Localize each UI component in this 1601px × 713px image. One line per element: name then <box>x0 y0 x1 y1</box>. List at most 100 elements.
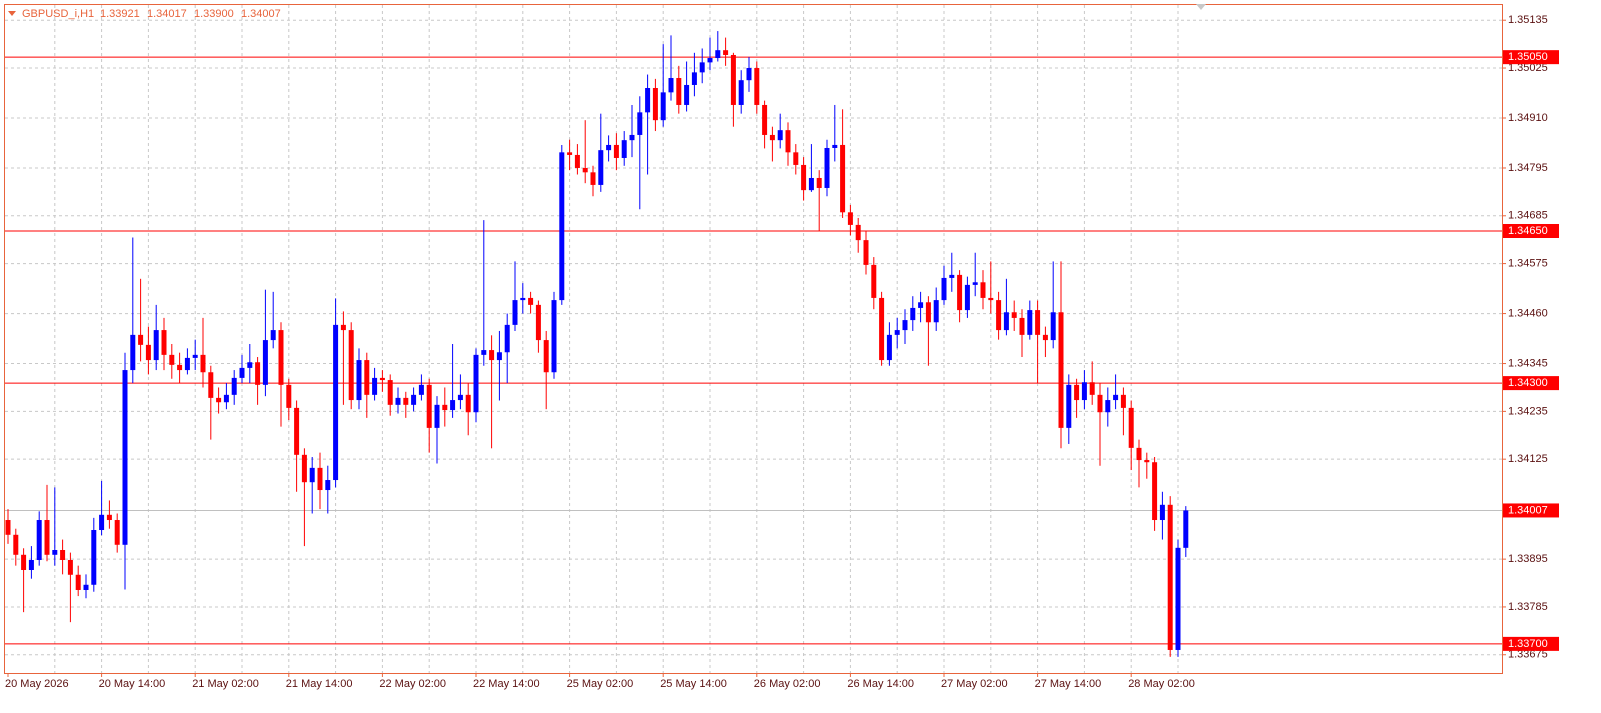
y-tick-label: 1.34235 <box>1508 405 1548 417</box>
candle-body <box>1120 394 1126 408</box>
axis-layer: 1.35135 1.35025 1.34910 1.34795 1.34685 1.345… <box>5 14 1559 690</box>
candle-body <box>777 130 783 141</box>
candle-body <box>403 397 409 405</box>
candle-body <box>559 152 565 301</box>
y-tick-label: 1.34685 <box>1508 210 1548 222</box>
candle-body <box>169 354 175 365</box>
candle-body <box>621 140 627 158</box>
candle-body <box>1167 504 1173 650</box>
candle-body <box>840 144 846 213</box>
candle-body <box>699 62 705 73</box>
candle-body <box>520 297 526 301</box>
candle-body <box>613 144 619 158</box>
candle-body <box>317 467 323 491</box>
candle-body <box>1027 310 1033 335</box>
candle-body <box>262 340 268 385</box>
candle-body <box>5 520 11 535</box>
candle-body <box>294 407 300 455</box>
candle-body <box>60 550 66 561</box>
level-tag <box>1503 636 1559 651</box>
candle-body <box>434 404 440 428</box>
level-label: 1.34650 <box>1508 225 1548 237</box>
candle-body <box>707 58 713 63</box>
candle-body <box>1097 394 1103 413</box>
candle-body <box>996 300 1002 331</box>
candle-body <box>1042 334 1048 341</box>
bid-label: 1.34007 <box>1508 504 1548 516</box>
x-tick-label: 21 May 14:00 <box>286 678 353 690</box>
candle-body <box>582 167 588 173</box>
candle-body <box>325 480 331 491</box>
candle-body <box>918 302 924 308</box>
candle-body <box>972 282 978 285</box>
level-label: 1.35050 <box>1508 51 1548 63</box>
x-tick-label: 27 May 02:00 <box>941 678 1008 690</box>
candle-body <box>949 274 955 278</box>
candle-body <box>847 212 853 225</box>
candle-body <box>161 330 167 355</box>
level-tag <box>1503 50 1559 65</box>
candle-body <box>863 240 869 265</box>
shift-marker[interactable] <box>1196 4 1206 10</box>
candle-body <box>122 370 128 545</box>
candle-body <box>44 520 50 555</box>
x-tick-label: 20 May 14:00 <box>99 678 166 690</box>
candle-body <box>808 177 814 191</box>
candle-body <box>418 384 424 395</box>
candle-body <box>114 520 120 545</box>
candle-body <box>668 78 674 93</box>
candle-body <box>13 534 19 555</box>
candle-body <box>83 584 89 590</box>
candle-body <box>504 324 510 353</box>
candle-body <box>1175 547 1181 650</box>
candle-body <box>356 360 362 401</box>
plot-frame <box>4 4 1503 674</box>
candle-body <box>301 454 307 483</box>
level-tag <box>1503 376 1559 391</box>
candle-body <box>964 284 970 311</box>
y-tick-label: 1.33785 <box>1508 601 1548 613</box>
y-tick-label: 1.35025 <box>1508 62 1548 74</box>
candle-body <box>387 380 393 405</box>
candle-body <box>606 144 612 151</box>
candle-body <box>567 152 573 155</box>
candle-body <box>239 367 245 378</box>
candle-body <box>629 134 635 141</box>
candle-body <box>652 88 658 121</box>
x-tick-label: 28 May 02:00 <box>1128 678 1195 690</box>
candle-body <box>52 550 58 555</box>
candle-body <box>278 330 284 385</box>
candle-body <box>247 362 253 368</box>
candle-body <box>333 324 339 481</box>
candle-body <box>442 404 448 411</box>
candle-body <box>543 340 549 373</box>
candle-body <box>138 334 144 345</box>
candle-body <box>769 134 775 141</box>
candle-body <box>1113 394 1119 401</box>
candle-body <box>637 112 643 135</box>
candle-body <box>980 282 986 298</box>
candle-body <box>91 530 97 585</box>
level-label: 1.33700 <box>1508 638 1548 650</box>
y-tick-label: 1.33895 <box>1508 553 1548 565</box>
y-tick-label: 1.34460 <box>1508 307 1548 319</box>
candle-body <box>216 397 222 403</box>
candle-body <box>28 560 34 570</box>
candle-body <box>340 324 346 331</box>
candle-body <box>106 514 112 521</box>
candle-body <box>255 362 261 385</box>
candle-body <box>411 394 417 405</box>
candle-body <box>801 164 807 191</box>
candle-body <box>598 150 604 185</box>
x-tick-label: 25 May 02:00 <box>567 678 634 690</box>
header-close: 1.34007 <box>241 8 281 20</box>
candle-body <box>645 88 651 113</box>
candle-body <box>715 50 721 59</box>
candle-body <box>551 300 557 373</box>
candle-body <box>379 377 385 381</box>
candle-body <box>426 384 432 428</box>
collapse-arrow[interactable] <box>8 11 16 16</box>
candle-body <box>1136 447 1142 461</box>
candle-body <box>528 297 534 305</box>
candle-body <box>99 514 105 531</box>
